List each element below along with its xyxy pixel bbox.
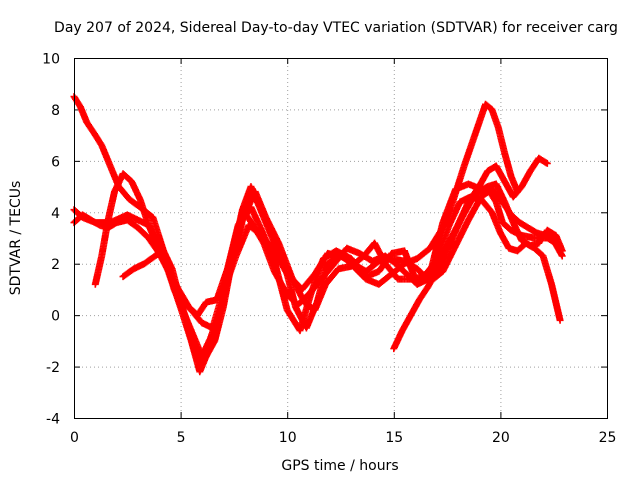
x-tick-label: 0 [70,430,79,446]
y-tick-label: 4 [51,206,60,222]
x-tick-label: 25 [599,430,617,446]
x-tick-label: 10 [279,430,297,446]
data-point [543,159,551,167]
chart-title: Day 207 of 2024, Sidereal Day-to-day VTE… [54,20,618,36]
x-axis-label: GPS time / hours [281,458,398,474]
data-point [556,316,564,324]
x-tick-label: 15 [385,430,403,446]
series-4 [119,193,564,365]
y-tick-label: -4 [46,412,60,428]
x-tick-label: 20 [492,430,510,446]
plot-frame [74,58,608,419]
y-tick-label: -2 [46,360,60,376]
y-tick-label: 10 [42,52,60,68]
y-tick-label: 2 [51,257,60,273]
y-axis-label: SDTVAR / TECUs [8,181,24,296]
series-6 [70,185,566,332]
ticks: 0 5 10 15 20 25 -4 -2 0 2 4 6 8 10 [42,52,616,447]
x-tick-label: 5 [177,430,186,446]
data-point [558,252,566,260]
data-points [70,93,566,376]
y-tick-label: 8 [51,103,60,119]
y-tick-label: 6 [51,154,60,170]
y-tick-label: 0 [51,309,60,325]
